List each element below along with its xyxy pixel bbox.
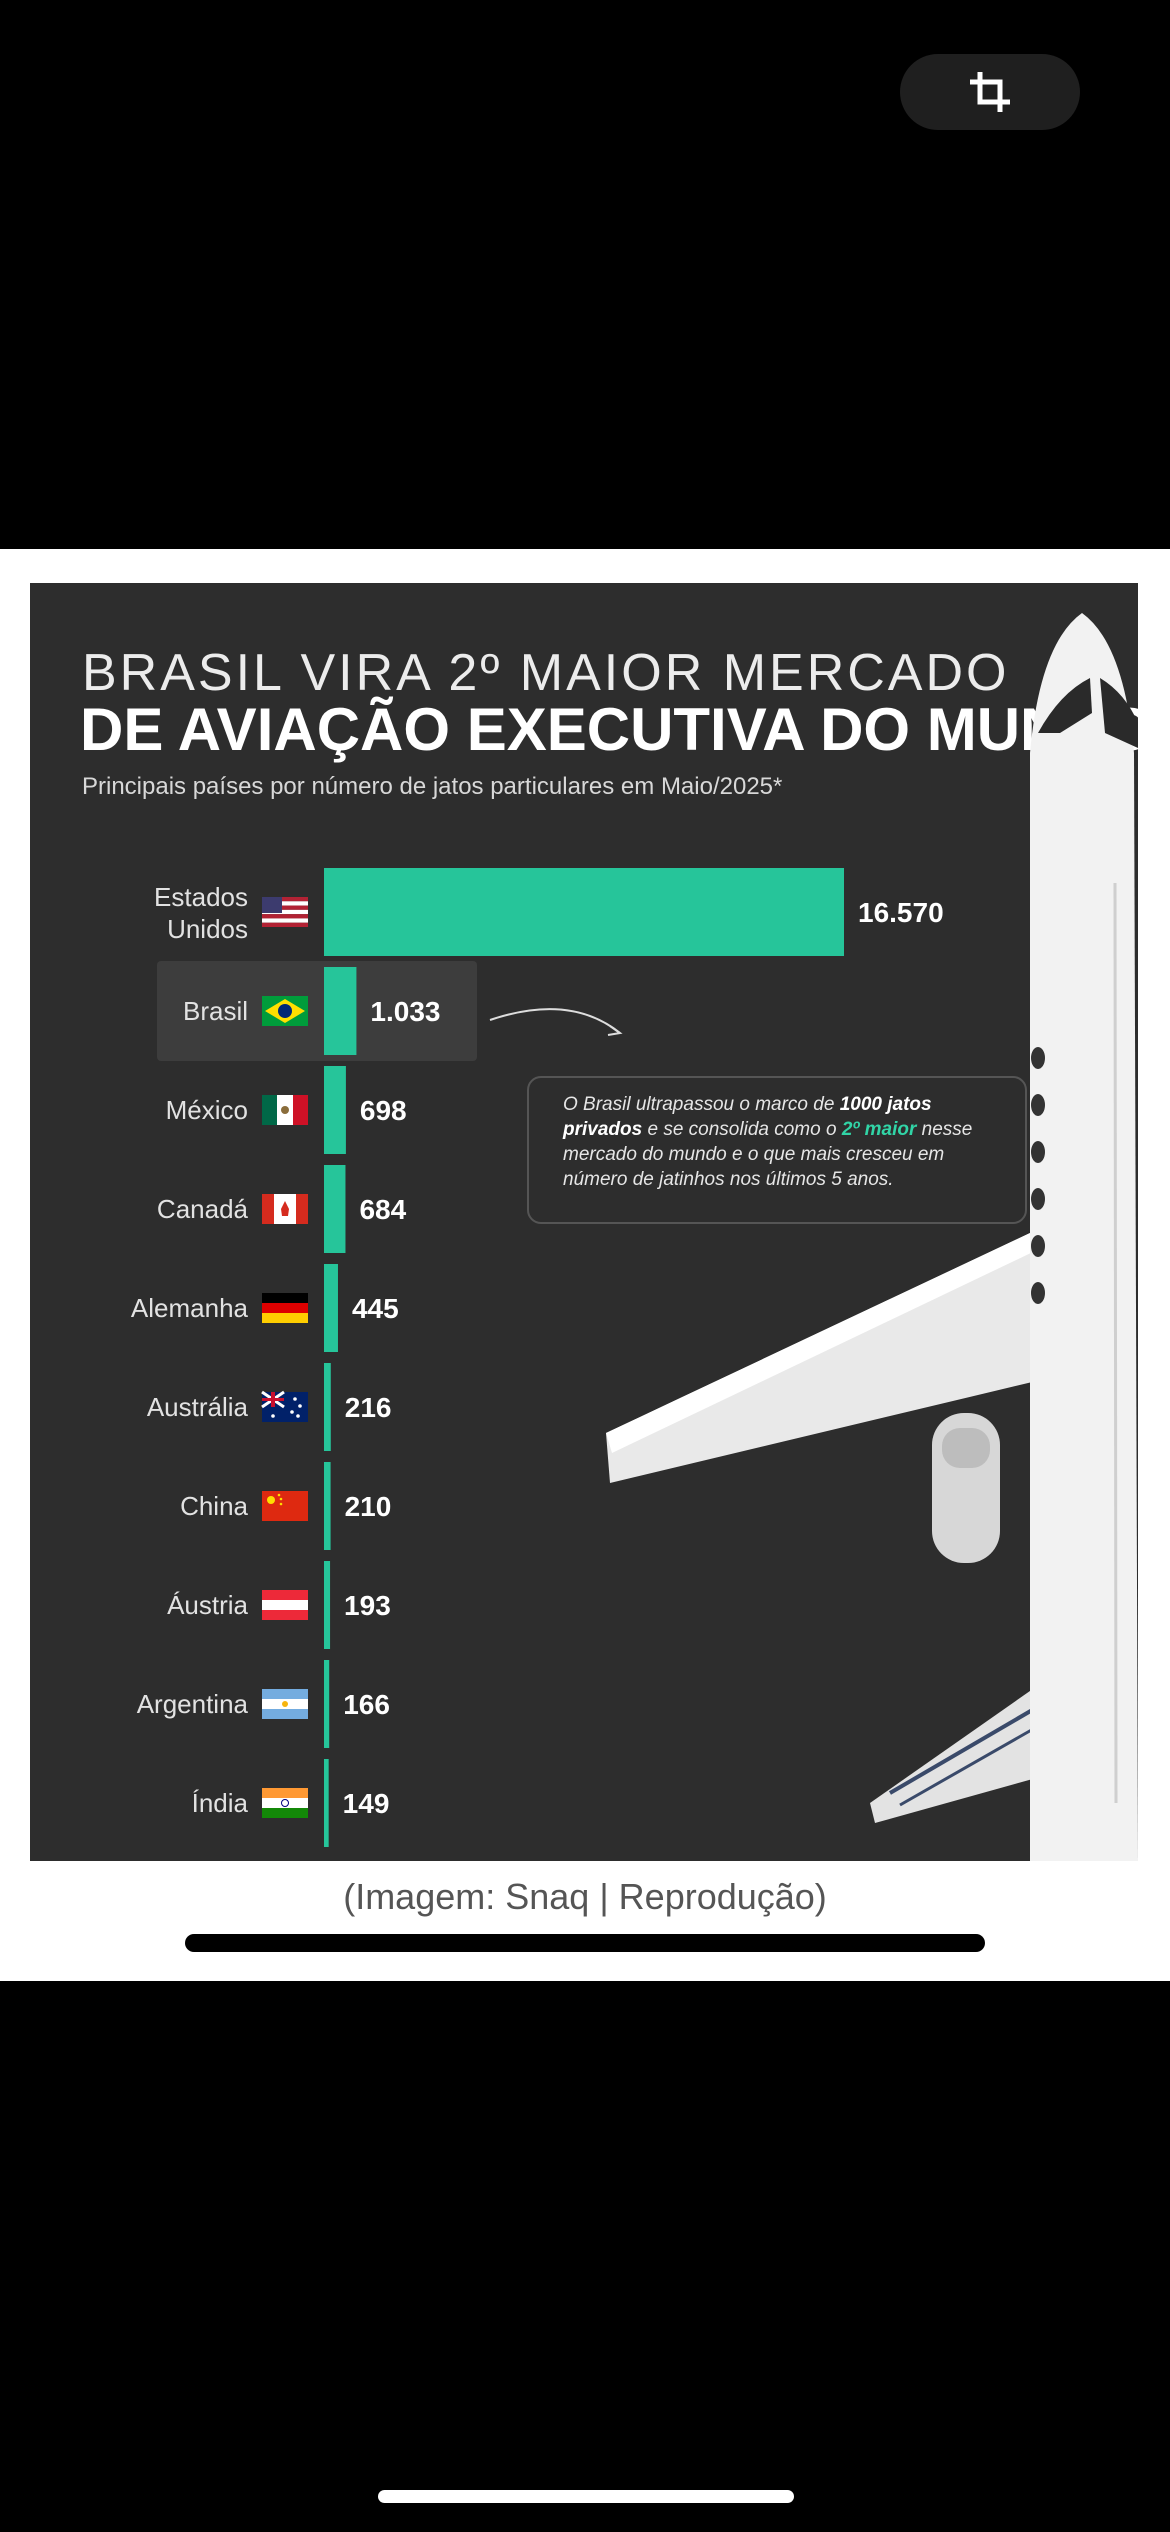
category-label: Estados (154, 882, 248, 912)
chart-row: 698 México (166, 1066, 407, 1154)
annotation-bold-1: 1000 (839, 1094, 882, 1115)
austria-flag-icon (262, 1590, 308, 1620)
chart-row: 166 Argentina (137, 1660, 390, 1748)
argentina-flag-icon (262, 1689, 308, 1719)
annotation-bold-2: jatos privados (563, 1094, 932, 1140)
value-label: 698 (360, 1095, 407, 1126)
annotation-box: O Brasil ultrapassou o marco de 1000 jat… (527, 1076, 1027, 1224)
annotation-highlight: 2º maior (841, 1119, 917, 1140)
category-label: Brasil (183, 996, 248, 1026)
bar (324, 967, 357, 1055)
bar (324, 1165, 346, 1253)
bar (324, 1561, 331, 1649)
annotation-text-4: nesse mercado do mundo e o que mais cres… (563, 1119, 973, 1190)
category-label: Alemanha (131, 1293, 249, 1323)
bar (324, 1660, 330, 1748)
brazil-flag-icon (262, 996, 308, 1026)
crop-button[interactable] (900, 54, 1080, 130)
china-flag-icon (262, 1491, 308, 1521)
subtitle: Principais países por número de jatos pa… (82, 773, 783, 800)
chart-row: 210 China (180, 1462, 391, 1550)
scrubber-bar[interactable] (185, 1934, 985, 1952)
category-label: Áustria (167, 1590, 248, 1620)
category-label: Unidos (167, 914, 248, 944)
bar (324, 1264, 338, 1352)
category-label: Índia (192, 1788, 249, 1818)
highlight-row (157, 961, 477, 1061)
airplane-illustration (606, 613, 1138, 1861)
annotation-arrow-icon (489, 1008, 623, 1036)
title-line-1: BRASIL VIRA 2º MAIOR MERCADO (82, 644, 1010, 702)
title-line-2: DE AVIAÇÃO EXECUTIVA DO MUNDO (80, 696, 1138, 763)
annotation-text-1: O Brasil ultrapassou o marco de (563, 1094, 840, 1115)
infographic: BRASIL VIRA 2º MAIOR MERCADO DE AVIAÇÃO … (30, 583, 1138, 1861)
category-label: Canadá (157, 1194, 249, 1224)
value-label: 1.033 (370, 996, 440, 1027)
category-label: México (166, 1095, 248, 1125)
mexico-flag-icon (262, 1095, 308, 1125)
value-label: 16.570 (858, 897, 944, 928)
category-label: Austrália (147, 1392, 249, 1422)
usa-flag-icon (262, 897, 308, 927)
india-flag-icon (262, 1788, 308, 1818)
chart-row: 1.033 Brasil (157, 961, 477, 1061)
image-caption: (Imagem: Snaq | Reprodução) (343, 1876, 827, 1917)
bar (324, 868, 844, 956)
home-indicator[interactable] (378, 2490, 794, 2503)
chart-row: 445 Alemanha (131, 1264, 399, 1352)
chart-row: 216 Austrália (147, 1363, 392, 1451)
value-label: 445 (352, 1293, 399, 1324)
category-label: China (180, 1491, 248, 1521)
value-label: 166 (343, 1689, 390, 1720)
germany-flag-icon (262, 1293, 308, 1323)
chart-row: 684 Canadá (157, 1165, 407, 1253)
value-label: 149 (343, 1788, 390, 1819)
bar (324, 1363, 331, 1451)
value-label: 216 (345, 1392, 392, 1423)
chart-row: 193 Áustria (167, 1561, 391, 1649)
chart-svg: 16.570EstadosUnidos1.033Brasil698México6… (131, 613, 1138, 1861)
value-label: 210 (345, 1491, 392, 1522)
chart-row: 149 Índia (192, 1759, 390, 1847)
canada-flag-icon (262, 1194, 308, 1224)
value-label: 684 (359, 1194, 406, 1225)
value-label: 193 (344, 1590, 391, 1621)
crop-icon (970, 72, 1010, 112)
australia-flag-icon (261, 1390, 308, 1422)
annotation-text-3: e se consolida como o (642, 1119, 842, 1140)
bar (324, 1462, 331, 1550)
bar (324, 1066, 346, 1154)
bar (324, 1759, 329, 1847)
category-label: Argentina (137, 1689, 249, 1719)
